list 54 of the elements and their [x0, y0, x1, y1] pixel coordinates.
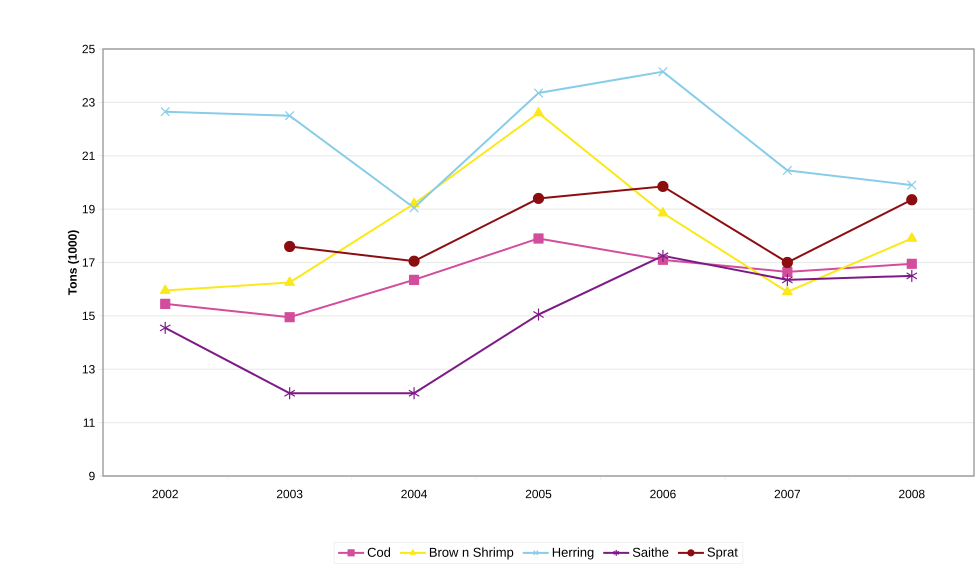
point: [782, 166, 792, 176]
y-tick-label: 21: [82, 152, 95, 160]
point: [532, 192, 544, 204]
x-tick-label: 2007: [774, 490, 800, 498]
point: [782, 273, 794, 286]
point: [657, 249, 669, 262]
point: [906, 232, 918, 242]
point: [284, 110, 294, 121]
point: [408, 274, 420, 285]
point: [409, 202, 419, 213]
point: [782, 266, 792, 277]
x-tick-label: 2005: [526, 490, 552, 498]
y-tick-label: 25: [82, 44, 95, 54]
point: [658, 207, 668, 216]
y-tick-label: 19: [82, 204, 95, 214]
y-axis-title: Tons (1000): [68, 230, 80, 296]
y-tick-label: 17: [82, 258, 95, 267]
y-tick-label: 15: [82, 312, 95, 320]
point: [160, 284, 171, 294]
point: [160, 106, 170, 117]
point: [782, 256, 793, 268]
point: [906, 180, 917, 190]
legend-label: Cod: [368, 547, 390, 557]
y-tick-label: 13: [82, 365, 95, 374]
point: [160, 298, 170, 309]
x-tick-label: 2008: [899, 490, 925, 498]
legend-label: Brow n Shrimp: [430, 547, 514, 560]
legend-label: Herring: [552, 547, 594, 560]
point: [159, 321, 172, 334]
point: [284, 240, 296, 252]
point: [658, 66, 668, 77]
point: [408, 386, 420, 400]
point: [284, 276, 296, 286]
point: [782, 286, 793, 296]
point: [906, 258, 917, 269]
point: [284, 312, 295, 322]
x-tick-label: 2002: [152, 490, 178, 498]
point: [533, 106, 544, 116]
y-tick-label: 23: [82, 98, 95, 107]
legend-label: Sprat: [708, 548, 738, 560]
point: [533, 233, 544, 244]
legend-label: Saithe: [632, 547, 668, 557]
point: [284, 386, 296, 400]
y-tick-label: 9: [89, 472, 95, 480]
x-tick-label: 2006: [650, 490, 676, 498]
point: [532, 308, 544, 322]
x-tick-label: 2004: [401, 490, 428, 498]
y-tick-label: 11: [84, 418, 95, 427]
point: [906, 269, 918, 282]
point: [408, 256, 420, 267]
x-tick-label: 2003: [276, 490, 302, 498]
point: [906, 194, 918, 206]
point: [534, 88, 544, 98]
point: [657, 180, 669, 192]
